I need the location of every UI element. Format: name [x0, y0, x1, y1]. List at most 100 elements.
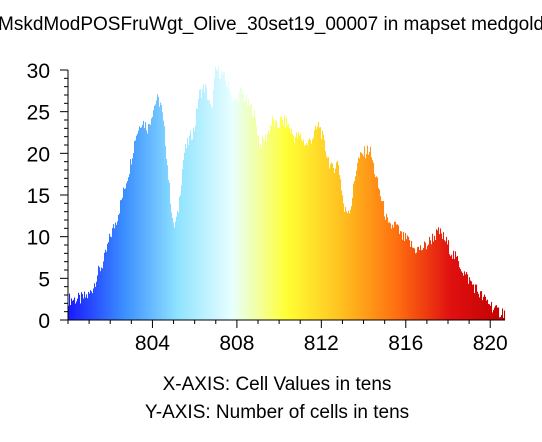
histogram-bar [290, 133, 291, 320]
histogram-bar [433, 241, 434, 320]
histogram-bar [72, 301, 73, 320]
histogram-bar [476, 285, 477, 320]
histogram-bar [92, 293, 93, 320]
histogram-bar [89, 293, 90, 320]
histogram-bar [358, 157, 359, 320]
histogram-bar [220, 79, 221, 320]
y-tick-label: 25 [27, 102, 50, 125]
histogram-bar [84, 292, 85, 320]
histogram-bar [467, 274, 468, 320]
x-tick-label: 816 [388, 332, 423, 355]
histogram-bar [147, 133, 148, 320]
histogram-bar [360, 152, 361, 320]
histogram-bar [267, 134, 268, 320]
histogram-bar [199, 90, 200, 320]
histogram-bar [272, 116, 273, 320]
histogram-bar [208, 100, 209, 320]
histogram-bar [146, 130, 147, 320]
histogram-bar [285, 128, 286, 320]
histogram-bar [105, 250, 106, 320]
histogram-bar [162, 112, 163, 320]
histogram-bar [214, 78, 215, 320]
histogram-bar [116, 225, 117, 320]
histogram-bar [395, 222, 396, 320]
histogram-bar [203, 85, 204, 320]
histogram-bar [81, 292, 82, 320]
histogram-bar [447, 244, 448, 320]
histogram-bar [259, 146, 260, 320]
histogram-bar [305, 145, 306, 320]
histogram-bar [251, 104, 252, 320]
histogram-bar [481, 291, 482, 320]
histogram-bar [378, 188, 379, 320]
histogram-bar [386, 214, 387, 320]
histogram-bar [493, 310, 494, 320]
histogram-bar [397, 224, 398, 320]
histogram-bar [188, 145, 189, 320]
histogram-bar [237, 96, 238, 320]
histogram-bar [377, 177, 378, 320]
histogram-bar [307, 145, 308, 320]
histogram-bar [393, 228, 394, 320]
histogram-bar [226, 86, 227, 320]
histogram-bar [300, 134, 301, 320]
histogram-bar [135, 140, 136, 320]
histogram-bar [245, 101, 246, 320]
histogram-bar [408, 237, 409, 320]
histogram-bar [200, 89, 201, 320]
histogram-bar [388, 223, 389, 320]
histogram-bar [130, 159, 131, 320]
histogram-bar [470, 281, 471, 320]
histogram-bar [77, 299, 78, 320]
histogram-bar [168, 180, 169, 320]
histogram-bar [454, 259, 455, 320]
y-tick-label: 30 [27, 60, 50, 83]
histogram-bar [109, 234, 110, 320]
histogram-bar [484, 295, 485, 320]
histogram-bar [114, 228, 115, 320]
histogram-bar [456, 257, 457, 320]
histogram-bar [341, 190, 342, 320]
histogram-bar [260, 144, 261, 320]
histogram-bar [163, 121, 164, 320]
histogram-bar [250, 105, 251, 320]
histogram-bar [436, 229, 437, 320]
histogram-bar [243, 94, 244, 320]
histogram-bar [416, 253, 417, 320]
histogram-bar [474, 293, 475, 320]
histogram-bar [215, 67, 216, 320]
histogram-bar [192, 139, 193, 320]
histogram-bar [78, 293, 79, 320]
histogram-bar [145, 122, 146, 320]
histogram-bar [277, 128, 278, 320]
histogram-bar [402, 240, 403, 320]
histogram-bar [478, 294, 479, 320]
histogram-bar [71, 298, 72, 320]
histogram-bar [323, 135, 324, 320]
histogram-bar [498, 307, 499, 320]
histogram-bar [104, 253, 105, 320]
histogram-bar [202, 89, 203, 320]
histogram-bar [421, 250, 422, 320]
histogram-bar [306, 143, 307, 320]
histogram-bar [343, 203, 344, 320]
histogram-bar [276, 121, 277, 320]
histogram-bar [299, 136, 300, 320]
histogram-bar [438, 227, 439, 320]
histogram-bar [239, 91, 240, 320]
histogram-bar [189, 136, 190, 320]
histogram-bar [186, 148, 187, 320]
histogram-bar [110, 237, 111, 320]
histogram-bar [159, 107, 160, 320]
histogram-bar [157, 94, 158, 320]
histogram-bar [80, 303, 81, 320]
histogram-bar [76, 301, 77, 320]
histogram-bar [121, 200, 122, 320]
histogram-bar [340, 179, 341, 320]
histogram-bar [112, 228, 113, 320]
histogram-bar [501, 315, 502, 320]
x-tick-label: 820 [473, 332, 508, 355]
histogram-bar [212, 108, 213, 320]
histogram-bar [310, 140, 311, 320]
histogram-bar [229, 89, 230, 320]
